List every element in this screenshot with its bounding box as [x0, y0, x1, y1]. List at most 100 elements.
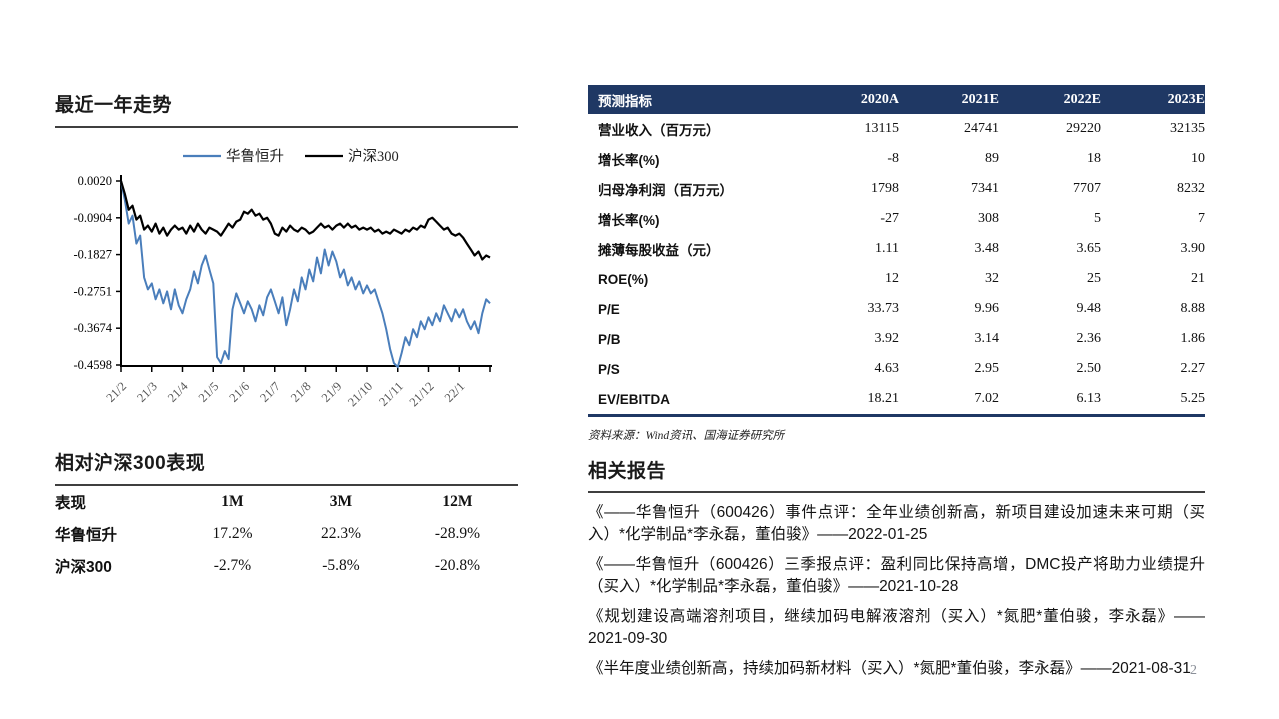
report-item: 《规划建设高端溶剂项目，继续加码电解液溶剂（买入）*氮肥*董伯骏，李永磊》——2… — [588, 608, 1205, 647]
forecast-cell: 8.88 — [1180, 301, 1206, 316]
forecast-cell: 7.02 — [974, 391, 1000, 406]
forecast-cell: 89 — [985, 151, 999, 166]
perf-cell: -5.8% — [322, 557, 360, 574]
forecast-cell: 3.14 — [974, 331, 1000, 346]
x-tick-label: 21/4 — [165, 379, 191, 405]
forecast-cell: 1.86 — [1180, 331, 1206, 346]
forecast-row: P/B 3.92 3.14 2.36 1.86 — [588, 324, 1205, 354]
forecast-row-label: ROE(%) — [598, 271, 649, 287]
page-number: 2 — [1190, 663, 1197, 678]
forecast-cell: 8232 — [1177, 181, 1205, 196]
forecast-cell: 2.36 — [1076, 331, 1102, 346]
perf-col-header: 12M — [442, 493, 473, 510]
forecast-year-header: 2022E — [1063, 91, 1101, 107]
x-tick-label: 21/6 — [226, 379, 252, 405]
perf-cell: -20.8% — [434, 557, 481, 574]
forecast-cell: 7341 — [971, 181, 999, 196]
performance-table: 表现 1M 3M 12M 华鲁恒升 17.2% 22.3% -28.9% 沪深300 -2.7% -… — [55, 486, 518, 582]
forecast-cell: 4.63 — [874, 361, 900, 376]
forecast-row-label: P/B — [598, 331, 621, 347]
perf-col-header: 3M — [329, 493, 353, 510]
forecast-cell: 3.90 — [1180, 241, 1206, 256]
perf-row-label: 沪深300 — [55, 559, 112, 576]
forecast-label-header: 预测指标 — [598, 93, 652, 109]
forecast-row-label: 营业收入（百万元） — [598, 123, 720, 138]
forecast-cell: 1.11 — [875, 241, 899, 256]
y-tick-label: 0.0020 — [78, 174, 112, 188]
forecast-row: 摊薄每股收益（元） 1.11 3.48 3.65 3.90 — [588, 234, 1205, 264]
x-tick-label: 21/9 — [319, 379, 345, 405]
forecast-table-body: 营业收入（百万元） 13115 24741 29220 32135 增长率(%) -8 89 1… — [588, 114, 1205, 414]
report-item: 《——华鲁恒升（600426）三季报点评：盈利同比保持高增，DMC投产将助力业绩… — [588, 556, 1205, 595]
forecast-row: 增长率(%) -27 308 5 7 — [588, 204, 1205, 234]
series-line-hs300 — [119, 180, 491, 261]
series-line-hualuhengsheng — [120, 180, 491, 369]
trend-section-title: 最近一年走势 — [55, 95, 173, 116]
forecast-row: 营业收入（百万元） 13115 24741 29220 32135 — [588, 114, 1205, 144]
perf-row-label: 华鲁恒升 — [55, 527, 118, 544]
forecast-row: 归母净利润（百万元） 1798 7341 7707 8232 — [588, 174, 1205, 204]
report-item: 《——华鲁恒升（600426）事件点评：全年业绩创新高，新项目建设加速未来可期（… — [588, 504, 1205, 543]
forecast-cell: 2.50 — [1076, 361, 1102, 376]
x-tick-label: 21/8 — [288, 379, 314, 405]
x-tick-label: 21/5 — [196, 379, 222, 405]
forecast-cell: 24741 — [964, 121, 999, 136]
relative-performance-section: 相对沪深300表现 表现 1M 3M 12M 华鲁恒升 17.2% 22.3% -28.9% 沪… — [55, 448, 518, 582]
related-reports-title: 相关报告 — [588, 461, 667, 482]
perf-cell: 17.2% — [212, 525, 253, 542]
forecast-row: P/S 4.63 2.95 2.50 2.27 — [588, 354, 1205, 384]
x-tick-label: 21/3 — [134, 379, 160, 405]
forecast-row-label: 摊薄每股收益（元） — [598, 243, 720, 258]
y-tick-label: -0.0904 — [73, 211, 112, 225]
forecast-table-bottom-rule — [588, 414, 1205, 417]
y-tick-label: -0.4598 — [73, 358, 112, 372]
forecast-cell: 6.13 — [1076, 391, 1102, 406]
forecast-cell: 7707 — [1073, 181, 1101, 196]
forecast-row-label: 增长率(%) — [598, 153, 660, 168]
forecast-cell: 10 — [1191, 151, 1205, 166]
forecast-cell: -27 — [880, 211, 899, 226]
y-tick-label: -0.2751 — [73, 284, 112, 298]
x-tick-label: 21/11 — [376, 379, 406, 409]
data-source-note: 资料来源：Wind资讯、国海证券研究所 — [588, 430, 785, 442]
forecast-cell: 29220 — [1066, 121, 1101, 136]
forecast-row: EV/EBITDA 18.21 7.02 6.13 5.25 — [588, 384, 1205, 414]
performance-table-title: 相对沪深300表现 — [55, 453, 206, 474]
forecast-cell: 9.96 — [974, 301, 1000, 316]
perf-cell: -28.9% — [434, 525, 481, 542]
x-tick-label: 21/12 — [407, 379, 437, 409]
forecast-row-label: P/E — [598, 301, 620, 317]
related-reports-rule — [588, 491, 1205, 493]
forecast-cell: 33.73 — [867, 301, 900, 316]
report-item: 《半年度业绩创新高，持续加码新材料（买入）*氮肥*董伯骏，李永磊》——2021-… — [588, 660, 1191, 677]
forecast-cell: 18 — [1087, 151, 1101, 166]
perf-cell: -2.7% — [213, 557, 252, 574]
forecast-cell: 2.27 — [1180, 361, 1206, 376]
forecast-row: 增长率(%) -8 89 18 10 — [588, 144, 1205, 174]
related-reports-list: 《——华鲁恒升（600426）事件点评：全年业绩创新高，新项目建设加速未来可期（… — [588, 502, 1205, 680]
performance-title-rule — [55, 484, 518, 486]
x-tick-label: 22/1 — [442, 379, 468, 405]
one-year-trend-chart: 0.0020 -0.0904 -0.1827 -0.2751 -0.3674 -0.459… — [73, 148, 492, 409]
forecast-cell: 12 — [885, 271, 899, 286]
forecast-cell: 21 — [1191, 271, 1205, 286]
forecast-cell: 5 — [1094, 211, 1101, 226]
forecast-row-label: 增长率(%) — [598, 213, 660, 228]
forecast-row-label: 归母净利润（百万元） — [598, 183, 733, 198]
trend-title-rule — [55, 126, 518, 128]
forecast-cell: 25 — [1087, 271, 1101, 286]
forecast-cell: 18.21 — [867, 391, 900, 406]
forecast-cell: 1798 — [871, 181, 899, 196]
forecast-cell: 308 — [978, 211, 999, 226]
forecast-cell: 2.95 — [974, 361, 1000, 376]
perf-col-header: 表现 — [55, 495, 87, 512]
forecast-row: ROE(%) 12 32 25 21 — [588, 264, 1205, 294]
forecast-year-header: 2023E — [1167, 91, 1205, 107]
y-tick-label: -0.1827 — [73, 248, 112, 262]
forecast-cell: 3.65 — [1076, 241, 1102, 256]
forecast-cell: 3.92 — [874, 331, 900, 346]
forecast-cell: 5.25 — [1180, 391, 1206, 406]
forecast-row-label: P/S — [598, 361, 620, 377]
forecast-table-header: 预测指标 2020A 2021E 2022E 2023E — [588, 85, 1205, 114]
